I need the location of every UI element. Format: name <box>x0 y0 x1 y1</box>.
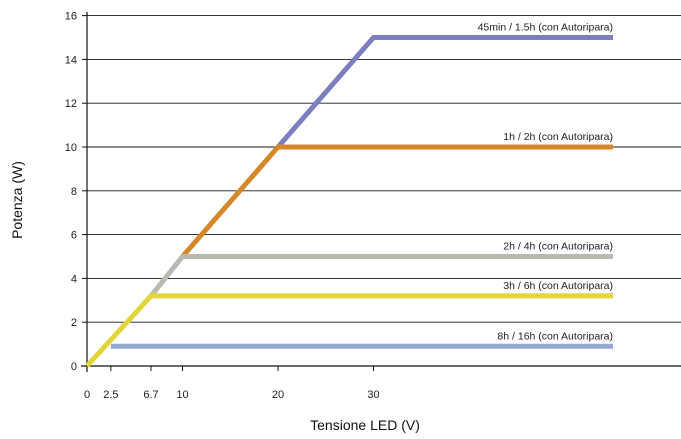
series-line-1 <box>180 144 613 259</box>
y-tick-label-1: 2 <box>71 317 77 329</box>
x-tick-label-3: 10 <box>176 389 188 401</box>
x-axis-title: Tensione LED (V) <box>310 417 420 433</box>
series-label-3: 3h / 6h (con Autoripara) <box>503 280 613 292</box>
series-line-0 <box>276 35 613 149</box>
axes <box>81 12 681 372</box>
series-line-3 <box>85 293 613 368</box>
x-tick-label-4: 20 <box>272 389 284 401</box>
series-lines <box>85 35 613 368</box>
tick-labels: 0 2 4 6 8 10 12 14 16 0 2.5 6.7 10 20 30 <box>65 11 380 401</box>
series-label-1: 1h / 2h (con Autoripara) <box>503 131 613 143</box>
x-tick-label-2: 6.7 <box>143 389 158 401</box>
series-label-2: 2h / 4h (con Autoripara) <box>503 241 613 253</box>
y-tick-label-4: 8 <box>71 186 77 198</box>
series-labels: 45min / 1.5h (con Autoripara) 1h / 2h (co… <box>478 22 613 343</box>
y-tick-label-7: 14 <box>65 54 77 66</box>
x-tick-label-0: 0 <box>84 389 90 401</box>
y-tick-label-3: 6 <box>71 230 77 242</box>
series-line-2 <box>149 254 613 298</box>
series-label-4: 8h / 16h (con Autoripara) <box>497 330 613 342</box>
y-tick-label-6: 12 <box>65 98 77 110</box>
y-tick-label-2: 4 <box>71 273 77 285</box>
grid <box>87 15 681 323</box>
y-axis-title: Potenza (W) <box>9 161 25 239</box>
y-tick-label-8: 16 <box>65 11 77 23</box>
y-tick-label-5: 10 <box>65 142 77 154</box>
x-tick-label-5: 30 <box>367 389 379 401</box>
x-tick-label-1: 2.5 <box>103 389 118 401</box>
y-tick-label-0: 0 <box>71 361 77 373</box>
series-label-0: 45min / 1.5h (con Autoripara) <box>478 22 613 34</box>
